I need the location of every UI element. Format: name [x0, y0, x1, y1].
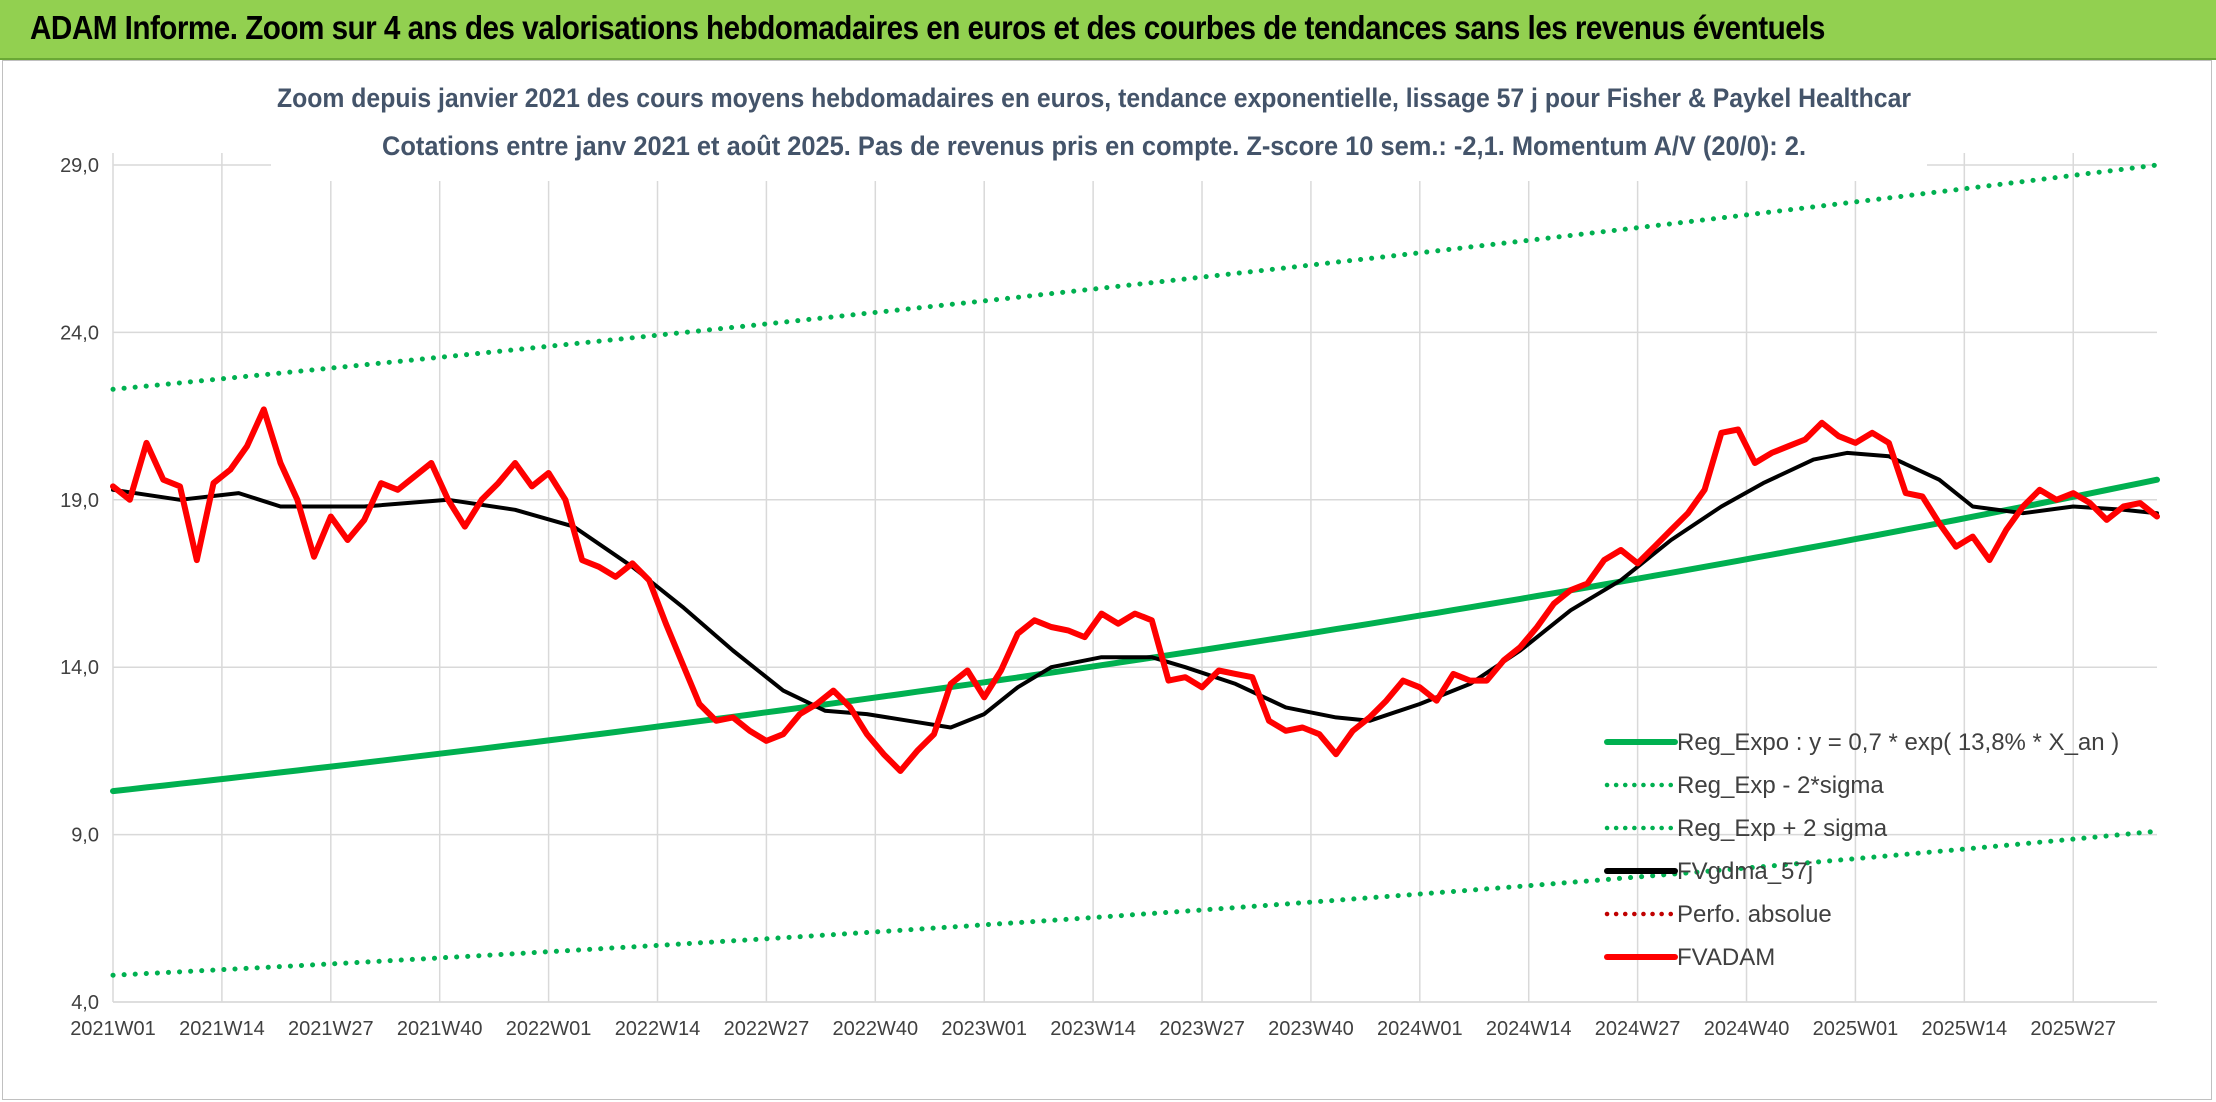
chart-frame: Zoom depuis janvier 2021 des cours moyen… — [2, 60, 2212, 1100]
legend-label: FVADAM — [1677, 944, 1775, 971]
gridlines — [112, 153, 2157, 1003]
x-tick-label: 2024W27 — [1595, 1018, 1681, 1040]
x-tick-label: 2025W14 — [1922, 1018, 2008, 1040]
x-tick-label: 2023W27 — [1159, 1018, 1245, 1040]
series-line — [111, 450, 2159, 730]
series-group — [110, 162, 2160, 978]
x-tick-label: 2021W14 — [179, 1018, 265, 1040]
line-chart: Zoom depuis janvier 2021 des cours moyen… — [60, 69, 2160, 1040]
x-tick-label: 2024W14 — [1486, 1018, 1572, 1040]
y-tick-label: 19,0 — [60, 490, 99, 512]
y-tick-label: 9,0 — [71, 825, 99, 847]
x-tick-label: 2021W01 — [70, 1018, 156, 1040]
axes: 4,0 9,0 14,0 19,0 24,0 29,0 2021W01 2021W14 2021… — [60, 155, 2157, 1040]
series-line — [110, 476, 2160, 795]
y-tick-label: 4,0 — [71, 992, 99, 1014]
title-background — [271, 69, 1927, 181]
x-tick-label: 2023W01 — [941, 1018, 1027, 1040]
legend-label: Reg_Expo : y = 0,7 * exp( 13,8% * X_an ) — [1677, 729, 2119, 756]
chart-subtitle: Cotations entre janv 2021 et août 2025. … — [382, 131, 1806, 161]
x-tick-label: 2023W14 — [1050, 1018, 1136, 1040]
series-line — [110, 828, 2160, 978]
x-tick-label: 2022W40 — [832, 1018, 918, 1040]
x-tick-label: 2024W40 — [1704, 1018, 1790, 1040]
y-tick-label: 24,0 — [60, 322, 99, 344]
x-tick-label: 2022W27 — [724, 1018, 810, 1040]
x-tick-label: 2021W40 — [397, 1018, 483, 1040]
series-line — [110, 406, 2160, 774]
x-tick-label: 2021W27 — [288, 1018, 374, 1040]
x-tick-label: 2023W40 — [1268, 1018, 1354, 1040]
y-tick-label: 14,0 — [60, 657, 99, 679]
report-banner: ADAM Informe. Zoom sur 4 ans des valoris… — [0, 0, 2216, 60]
legend-label: Reg_Exp - 2*sigma — [1677, 772, 1884, 799]
x-tick-label: 2025W27 — [2030, 1018, 2116, 1040]
legend-label: Reg_Exp + 2 sigma — [1677, 815, 1888, 842]
legend-label: Perfo. absolue — [1677, 901, 1832, 928]
y-tick-label: 29,0 — [60, 155, 99, 177]
x-tick-label: 2024W01 — [1377, 1018, 1463, 1040]
legend: Reg_Expo : y = 0,7 * exp( 13,8% * X_an )… — [1604, 729, 2119, 971]
x-tick-label: 2025W01 — [1813, 1018, 1899, 1040]
x-tick-label: 2022W01 — [506, 1018, 592, 1040]
x-tick-label: 2022W14 — [615, 1018, 701, 1040]
legend-label: FVgdma_57j — [1677, 858, 1813, 885]
report-title: ADAM Informe. Zoom sur 4 ans des valoris… — [30, 9, 1825, 46]
series-line — [110, 162, 2160, 392]
chart-title: Zoom depuis janvier 2021 des cours moyen… — [277, 83, 1911, 113]
